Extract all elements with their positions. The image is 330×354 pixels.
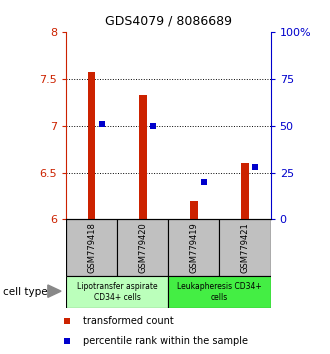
Text: Lipotransfer aspirate
CD34+ cells: Lipotransfer aspirate CD34+ cells <box>77 282 157 302</box>
Bar <box>168 276 271 308</box>
Text: Leukapheresis CD34+
cells: Leukapheresis CD34+ cells <box>177 282 262 302</box>
Polygon shape <box>48 285 61 297</box>
Bar <box>219 219 271 276</box>
Text: cell type: cell type <box>3 287 48 297</box>
Title: GDS4079 / 8086689: GDS4079 / 8086689 <box>105 15 232 28</box>
Text: transformed count: transformed count <box>83 316 174 326</box>
Bar <box>117 219 168 276</box>
Text: GSM779421: GSM779421 <box>241 222 249 273</box>
Bar <box>66 276 168 308</box>
Bar <box>139 95 147 219</box>
Bar <box>66 219 117 276</box>
Bar <box>88 72 95 219</box>
Bar <box>241 163 249 219</box>
Text: GSM779418: GSM779418 <box>87 222 96 273</box>
Bar <box>190 201 198 219</box>
Text: percentile rank within the sample: percentile rank within the sample <box>83 336 248 346</box>
Text: GSM779419: GSM779419 <box>189 222 198 273</box>
Text: GSM779420: GSM779420 <box>138 222 147 273</box>
Bar <box>168 219 219 276</box>
